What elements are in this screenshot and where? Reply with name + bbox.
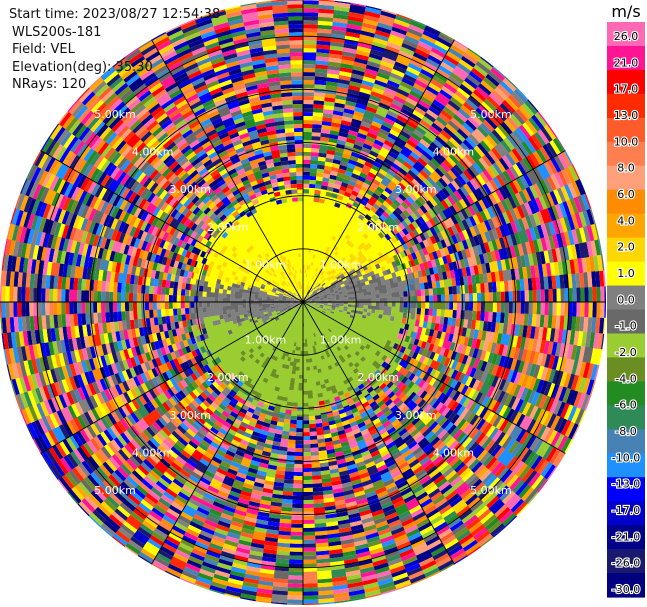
noise-gate-group-14 bbox=[3, 43, 596, 606]
field-label: Field: VEL bbox=[12, 42, 75, 57]
range-ring-label: 4.00km bbox=[132, 146, 174, 159]
range-ring-label: 2.00km bbox=[207, 221, 249, 234]
range-ring-label: 2.00km bbox=[357, 221, 399, 234]
azimuth-line-210 bbox=[151, 301, 304, 565]
colorbar-tick-label: 6.0 bbox=[617, 188, 635, 201]
colorbar-swatch bbox=[607, 189, 645, 215]
colorbar-tick-label: -10.0 bbox=[612, 451, 640, 464]
colorbar-tick-label: 13.0 bbox=[614, 109, 639, 122]
range-ring-label: 1.00km bbox=[320, 334, 362, 347]
range-ring-label: 1.00km bbox=[245, 334, 287, 347]
colorbar: m/s 26.0 21.0 17.0 13.0 10.0 8.0 6.0 4.0 2.0 1.0 0.… bbox=[607, 2, 645, 598]
elevation-label: Elevation(deg): 35.30 bbox=[12, 59, 153, 75]
range-ring-label: 3.00km bbox=[395, 409, 437, 422]
colorbar-swatch bbox=[607, 525, 645, 550]
colorbar-swatch bbox=[607, 69, 645, 95]
azimuth-line-60 bbox=[302, 150, 566, 303]
nrays-label: NRays: 120 bbox=[12, 77, 87, 92]
colorbar-swatch bbox=[607, 501, 645, 526]
colorbar-swatch bbox=[607, 237, 645, 263]
colorbar-tick-label: 1.0 bbox=[617, 267, 635, 280]
azimuth-line-30 bbox=[302, 39, 455, 303]
azimuth-line-240 bbox=[40, 301, 304, 454]
colorbar-swatch bbox=[607, 549, 645, 574]
colorbar-swatch bbox=[607, 405, 645, 430]
colorbar-swatch bbox=[607, 22, 645, 47]
colorbar-tick-label: -6.0 bbox=[615, 399, 636, 412]
colorbar-swatch bbox=[607, 165, 645, 191]
noise-gate-group-17 bbox=[5, 5, 606, 586]
colorbar-tick-label: 10.0 bbox=[614, 135, 639, 148]
range-ring-label: 3.00km bbox=[169, 183, 211, 196]
range-ring-label: 5.00km bbox=[94, 484, 136, 497]
colorbar-tick-label: 21.0 bbox=[614, 56, 639, 69]
range-ring-label: 5.00km bbox=[94, 108, 136, 121]
range-ring-label: 4.00km bbox=[132, 446, 174, 459]
noise-gate-group-11 bbox=[1, 6, 599, 605]
colorbar-swatch bbox=[607, 357, 645, 382]
colorbar-swatch bbox=[607, 117, 645, 143]
range-ring-label: 1.00km bbox=[245, 258, 287, 271]
colorbar-tick-label: 26.0 bbox=[614, 30, 639, 43]
colorbar-swatch bbox=[607, 477, 645, 502]
colorbar-swatch bbox=[607, 429, 645, 454]
range-ring-label: 3.00km bbox=[395, 183, 437, 196]
range-ring-label: 2.00km bbox=[207, 371, 249, 384]
noise-gate-group-0 bbox=[20, 13, 602, 604]
colorbar-swatch bbox=[607, 141, 645, 167]
colorbar-swatch bbox=[607, 45, 645, 71]
range-ring-label: 1.00km bbox=[320, 258, 362, 271]
velocity-gate-group-0 bbox=[190, 187, 414, 302]
colorbar-swatch bbox=[607, 213, 645, 239]
colorbar-swatch bbox=[607, 261, 645, 287]
range-ring-label: 4.00km bbox=[433, 446, 475, 459]
noise-gate-group-19 bbox=[1, 18, 603, 604]
noise-gate-group-16 bbox=[5, 10, 605, 598]
colorbar-tick-label: 17.0 bbox=[614, 83, 639, 96]
colorbar-tick-label: -17.0 bbox=[612, 504, 640, 517]
colorbar-swatch bbox=[607, 333, 645, 359]
colorbar-swatch bbox=[607, 381, 645, 406]
range-grid: 1.00km 2.00km 3.00km 4.00km 5.00km 1.00km 2.00… bbox=[0, 0, 606, 605]
instrument-label: WLS200s-181 bbox=[12, 24, 102, 40]
colorbar-swatch bbox=[607, 453, 645, 478]
azimuth-line-330 bbox=[151, 39, 304, 303]
range-ring-label: 5.00km bbox=[470, 484, 512, 497]
azimuth-line-120 bbox=[302, 301, 566, 454]
range-ring-label: 5.00km bbox=[470, 108, 512, 121]
velocity-gate-group-4 bbox=[192, 197, 418, 417]
colorbar-tick-label: 4.0 bbox=[617, 214, 635, 227]
colorbar-tick-label: 0.0 bbox=[617, 293, 635, 306]
colorbar-swatch bbox=[607, 93, 645, 119]
colorbar-tick-label: 2.0 bbox=[617, 241, 635, 254]
velocity-gates bbox=[188, 187, 418, 417]
colorbar-tick-label: -26.0 bbox=[612, 557, 640, 570]
colorbar-tick-label: -13.0 bbox=[612, 478, 640, 491]
colorbar-tick-label: -4.0 bbox=[615, 372, 636, 385]
colorbar-tick-label: 8.0 bbox=[617, 162, 635, 175]
colorbar-swatch bbox=[607, 285, 645, 311]
velocity-gate-group-1 bbox=[188, 189, 418, 386]
info-text-block: Start time: 2023/08/27 12:54:38 WLS200s-… bbox=[9, 6, 221, 94]
colorbar-unit-label: m/s bbox=[611, 2, 640, 21]
colorbar-tick-label: -2.0 bbox=[615, 346, 636, 359]
start-time-label: Start time: 2023/08/27 12:54:38 bbox=[9, 7, 221, 22]
colorbar-swatch bbox=[607, 309, 645, 335]
azimuth-line-150 bbox=[302, 301, 455, 565]
colorbar-tick-label: -1.0 bbox=[615, 320, 636, 333]
colorbar-tick-label: -30.0 bbox=[612, 583, 640, 596]
range-ring-label: 3.00km bbox=[169, 409, 211, 422]
range-ring-label: 4.00km bbox=[433, 146, 475, 159]
azimuth-line-300 bbox=[40, 150, 304, 303]
noise-gate-group-2 bbox=[1, 4, 597, 578]
noise-gate-group-1 bbox=[9, 0, 601, 604]
colorbar-tick-label: -21.0 bbox=[612, 530, 640, 543]
velocity-gate-group-3 bbox=[188, 197, 418, 410]
colorbar-tick-label: -8.0 bbox=[615, 425, 636, 438]
colorbar-swatch bbox=[607, 573, 645, 598]
range-ring-label: 2.00km bbox=[357, 371, 399, 384]
